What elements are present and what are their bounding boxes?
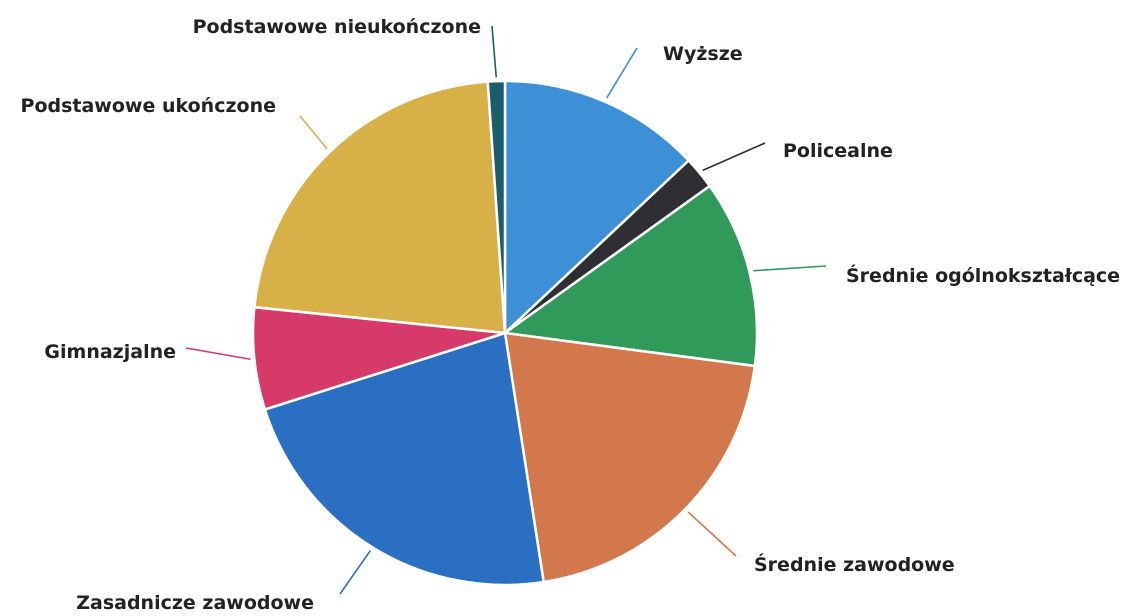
pie-slice-7 <box>486 79 507 334</box>
leader-line-1 <box>702 142 766 172</box>
slice-label-1: Policealne <box>783 140 893 162</box>
leader-line-7 <box>491 25 498 78</box>
slice-label-4: Zasadnicze zawodowe <box>76 592 314 614</box>
slice-label-7: Podstawowe nieukończone <box>193 16 481 38</box>
pie-slice-3 <box>503 331 757 584</box>
leader-line-5 <box>185 347 251 361</box>
leader-line-0 <box>605 47 638 99</box>
pie-slice-4 <box>263 331 546 587</box>
slice-label-6: Podstawowe ukończone <box>21 95 276 117</box>
slice-label-3: Średnie zawodowe <box>754 552 955 576</box>
pie-slice-6 <box>252 80 507 335</box>
pie-slice-0 <box>503 79 691 336</box>
leader-lines <box>185 25 827 595</box>
slice-labels: Wyższe Policealne Średnie ogólnokształcące… <box>21 16 1121 614</box>
leader-line-6 <box>299 115 328 150</box>
slice-label-2: Średnie ogólnokształcące <box>846 263 1120 287</box>
leader-line-3 <box>687 511 737 557</box>
slice-label-0: Wyższe <box>663 43 743 65</box>
pie-slice-2 <box>501 184 759 368</box>
slice-label-5: Gimnazjalne <box>44 341 176 363</box>
pie-slices <box>251 79 759 587</box>
leader-line-2 <box>753 265 827 272</box>
leader-line-4 <box>339 550 371 595</box>
